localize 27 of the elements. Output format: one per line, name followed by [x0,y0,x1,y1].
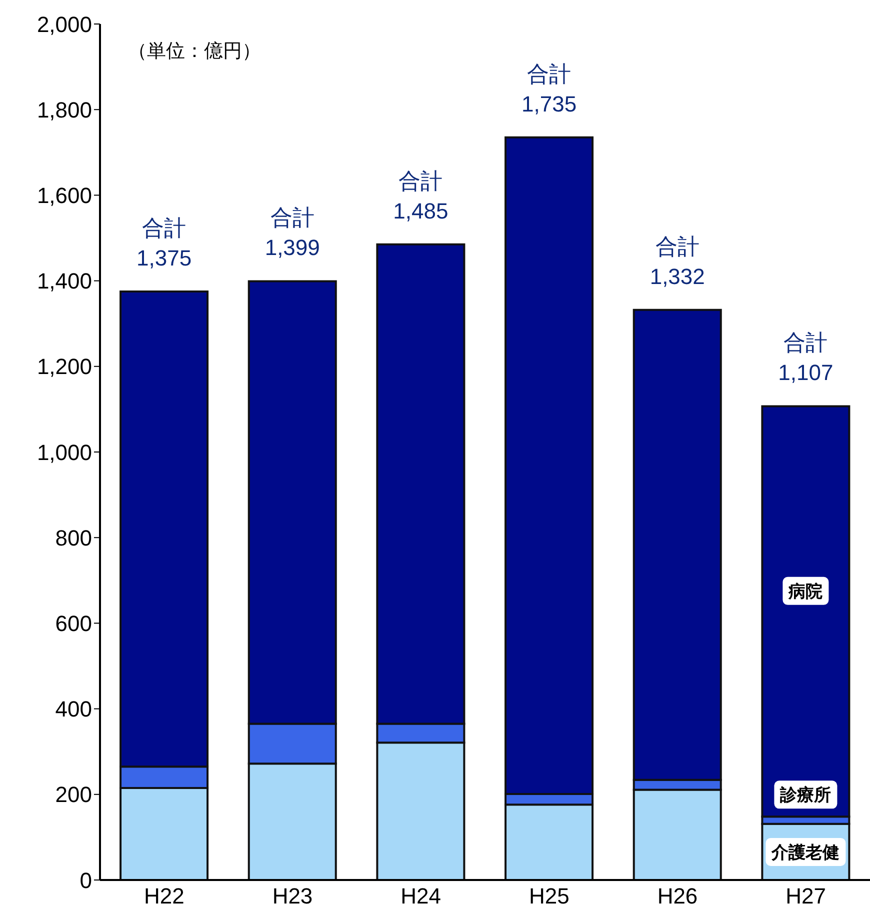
x-tick-label: H25 [528,884,570,909]
series-label: 介護老健 [770,842,840,862]
y-tick-label: 400 [55,696,92,722]
y-tick-label: 1,800 [36,97,92,122]
series-label: 病院 [788,582,823,601]
total-label: 合計 1,485 [393,168,448,224]
y-tick-label: 800 [55,525,92,550]
total-label: 合計 1,107 [778,330,834,386]
x-tick-label: H23 [272,884,313,909]
x-tick-label: H26 [657,884,698,909]
y-tick-label: 200 [55,782,92,808]
annotation: （単位：億円） [128,40,261,64]
x-tick-label: H27 [786,884,826,909]
total-label: 合計 1,735 [522,61,577,116]
series-label: 診療所 [779,786,832,805]
total-label: 合計 1,375 [136,216,192,270]
y-tick-label: 1,200 [36,354,92,380]
y-tick-label: 1,400 [36,268,92,294]
y-tick-label: 2,000 [36,12,92,37]
x-tick-label: H22 [144,884,184,909]
y-tick-label: 0 [80,868,92,893]
y-tick-label: 1,000 [36,440,92,465]
x-tick-label: H24 [400,884,442,909]
y-tick-label: 1,600 [36,183,92,208]
y-tick-label: 600 [55,611,92,636]
total-label: 合計 1,332 [650,234,705,289]
total-label: 合計 1,399 [264,205,320,260]
